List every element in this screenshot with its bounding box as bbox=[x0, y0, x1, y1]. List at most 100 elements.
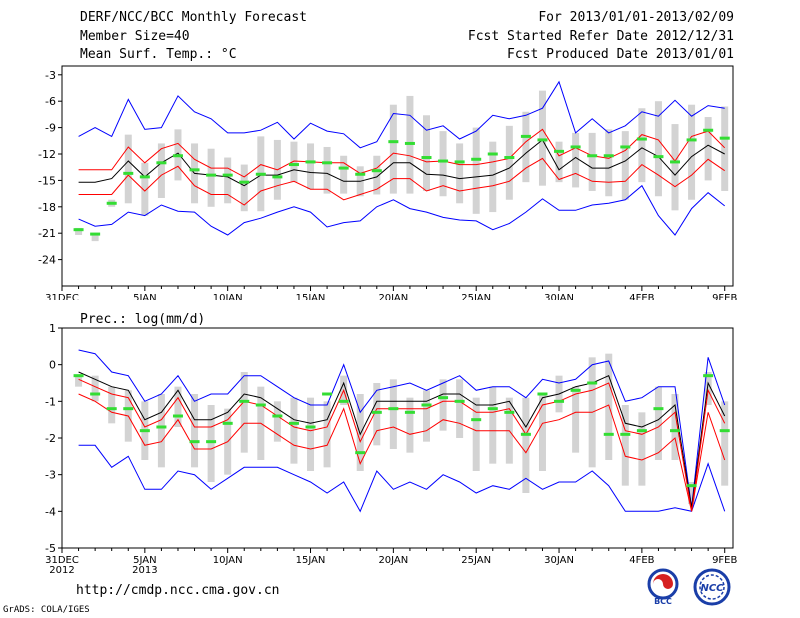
temp-observed-mark bbox=[322, 161, 333, 165]
temp-spread-bar bbox=[157, 143, 165, 198]
temp-xtick-label: 9FEB bbox=[712, 293, 737, 300]
temp-observed-mark bbox=[670, 160, 681, 164]
prec-spread-bar bbox=[91, 375, 99, 402]
prec-spread-bar bbox=[207, 405, 215, 482]
temp-spread-bar bbox=[588, 132, 596, 191]
prec-observed-mark bbox=[73, 374, 84, 378]
temp-xtick-label: 4FEB bbox=[629, 293, 654, 300]
temp-observed-mark bbox=[554, 149, 565, 153]
temp-observed-mark bbox=[222, 173, 233, 177]
prec-spread-bar bbox=[439, 379, 447, 431]
temp-observed-mark bbox=[106, 201, 117, 205]
temp-observed-mark bbox=[537, 138, 548, 142]
prec-spread-bar bbox=[522, 397, 530, 493]
temp-observed-mark bbox=[172, 154, 183, 158]
temp-observed-mark bbox=[686, 138, 697, 142]
temp-observed-mark bbox=[139, 175, 150, 179]
prec-spread-bar bbox=[75, 375, 83, 387]
prec-xtick-label: 20JAN bbox=[378, 555, 408, 566]
temp-xtick-label: 15JAN bbox=[296, 293, 326, 300]
prec-spread-bar bbox=[538, 394, 546, 471]
temp-observed-mark bbox=[636, 137, 647, 141]
prec-observed-mark bbox=[90, 392, 101, 396]
temp-observed-mark bbox=[603, 154, 614, 158]
temp-observed-mark bbox=[338, 166, 349, 170]
temp-observed-mark bbox=[587, 154, 598, 158]
prec-observed-mark bbox=[487, 407, 498, 411]
prec-observed-mark bbox=[587, 381, 598, 385]
temp-xtick-label: 10JAN bbox=[213, 293, 243, 300]
prec-spread-bar bbox=[456, 379, 464, 438]
temp-line-ensemble-max bbox=[78, 80, 725, 149]
prec-spread-bar bbox=[273, 401, 281, 442]
temp-spread-bar bbox=[290, 141, 298, 183]
temp-observed-mark bbox=[305, 160, 316, 164]
temp-observed-mark bbox=[90, 232, 101, 236]
variable-label: Mean Surf. Temp.: °C bbox=[80, 47, 237, 62]
precip-title: Prec.: log(mm/d) bbox=[80, 312, 206, 327]
prec-observed-mark bbox=[554, 399, 565, 403]
prec-xtick-year: 2012 bbox=[49, 565, 74, 576]
prec-xtick-label: 15JAN bbox=[296, 555, 326, 566]
prec-observed-mark bbox=[355, 451, 366, 455]
prec-observed-mark bbox=[670, 429, 681, 433]
temp-spread-bar bbox=[605, 129, 613, 197]
temp-ytick-label: -24 bbox=[38, 254, 56, 267]
temp-observed-mark bbox=[471, 157, 482, 161]
bcc-logo-text: BCC bbox=[654, 597, 672, 606]
temp-observed-mark bbox=[272, 175, 283, 179]
temp-spread-bar bbox=[489, 141, 497, 213]
prec-observed-mark bbox=[719, 429, 730, 433]
temp-spread-bar bbox=[224, 157, 232, 204]
temp-spread-bar bbox=[688, 104, 696, 200]
temp-spread-bar bbox=[75, 227, 83, 235]
prec-xtick-label: 5JAN bbox=[133, 555, 156, 566]
prec-xtick-label: 4FEB bbox=[629, 555, 654, 566]
prec-observed-mark bbox=[620, 432, 631, 436]
prec-observed-mark bbox=[239, 399, 250, 403]
temp-observed-mark bbox=[404, 141, 415, 145]
prec-spread-bar bbox=[489, 386, 497, 464]
temp-observed-mark bbox=[288, 163, 299, 167]
temperature-chart: -3-6-9-12-15-18-21-2431DEC20125JAN201310… bbox=[38, 65, 738, 300]
prec-observed-mark bbox=[388, 407, 399, 411]
prec-spread-bar bbox=[472, 397, 480, 471]
prec-observed-mark bbox=[139, 429, 150, 433]
prec-xtick-label: 31DEC bbox=[45, 555, 79, 566]
temp-spread-bar bbox=[472, 127, 480, 214]
temp-observed-mark bbox=[123, 171, 134, 175]
chart-title: DERF/NCC/BCC Monthly Forecast bbox=[80, 10, 307, 25]
bcc-logo-swirl bbox=[653, 574, 673, 589]
website-url[interactable]: http://cmdp.ncc.cma.gov.cn bbox=[76, 583, 280, 598]
prec-ytick-label: -1 bbox=[45, 395, 56, 408]
temp-xtick-label: 30JAN bbox=[544, 293, 574, 300]
temp-line-ensemble-mean bbox=[78, 139, 725, 187]
bcc-logo-ring bbox=[647, 568, 679, 600]
ncc-logo-text: NCC bbox=[700, 583, 724, 594]
temp-ytick-label: -3 bbox=[45, 69, 56, 82]
prec-observed-mark bbox=[471, 418, 482, 422]
prec-observed-mark bbox=[305, 425, 316, 429]
prec-observed-mark bbox=[703, 374, 714, 378]
prec-spread-bar bbox=[572, 386, 580, 453]
prec-spread-bar bbox=[174, 386, 182, 427]
prec-observed-mark bbox=[570, 388, 581, 392]
prec-line-ensemble-max bbox=[78, 349, 726, 508]
temp-spread-bar bbox=[307, 143, 315, 190]
temp-spread-bar bbox=[638, 108, 646, 183]
prec-spread-bar bbox=[638, 412, 646, 486]
temp-spread-bar bbox=[621, 131, 629, 200]
temp-spread-bar bbox=[704, 117, 712, 181]
ncc-logo: NCC bbox=[693, 568, 731, 606]
prec-observed-mark bbox=[520, 432, 531, 436]
prec-observed-mark bbox=[272, 414, 283, 418]
temp-observed-mark bbox=[570, 145, 581, 149]
temp-observed-mark bbox=[355, 172, 366, 176]
prec-spread-bar bbox=[157, 394, 165, 468]
temp-observed-mark bbox=[421, 156, 432, 160]
temp-spread-bar bbox=[538, 90, 546, 186]
prec-observed-mark bbox=[222, 421, 233, 425]
grads-credit: GrADS: COLA/IGES bbox=[3, 605, 90, 615]
prec-xtick-year: 2013 bbox=[132, 565, 157, 576]
temp-observed-mark bbox=[719, 136, 730, 140]
